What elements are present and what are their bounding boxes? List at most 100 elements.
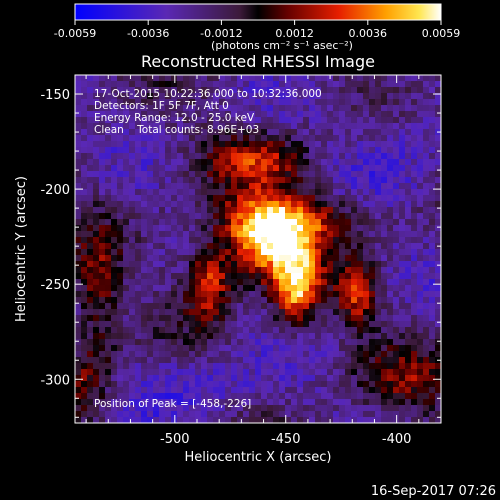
heatmap-cell [165,201,171,207]
heatmap-cell [201,183,207,189]
heatmap-cell [273,129,279,135]
heatmap-cell [243,267,249,273]
heatmap-cell [291,219,297,225]
heatmap-cell [249,345,255,351]
annotation-peak-position: Position of Peak = [-458,-226] [94,398,251,410]
heatmap-cell [105,219,111,225]
heatmap-cell [141,345,147,351]
heatmap-cell [225,171,231,177]
heatmap-cell [387,303,393,309]
heatmap-cell [243,411,249,417]
heatmap-cell [345,291,351,297]
heatmap-cell [387,99,393,105]
heatmap-cell [105,321,111,327]
heatmap-cell [153,345,159,351]
heatmap-cell [327,243,333,249]
heatmap-cell [399,105,405,111]
heatmap-cell [273,261,279,267]
heatmap-cell [201,291,207,297]
heatmap-cell [75,171,81,177]
heatmap-cell [237,81,243,87]
heatmap-cell [333,315,339,321]
heatmap-cell [81,351,87,357]
heatmap-cell [213,393,219,399]
heatmap-cell [75,159,81,165]
heatmap-cell [237,219,243,225]
heatmap-cell [147,273,153,279]
heatmap-cell [147,129,153,135]
heatmap-cell [435,93,441,99]
heatmap-cell [93,189,99,195]
heatmap-cell [207,111,213,117]
heatmap-cell [177,399,183,405]
heatmap-cell [351,309,357,315]
heatmap-cell [429,111,435,117]
heatmap-cell [417,111,423,117]
heatmap-cell [339,117,345,123]
heatmap-cell [135,381,141,387]
heatmap-cell [303,195,309,201]
heatmap-cell [369,285,375,291]
heatmap-cell [417,279,423,285]
heatmap-cell [375,219,381,225]
heatmap-cell [123,303,129,309]
heatmap-cell [345,363,351,369]
heatmap-cell [141,183,147,189]
heatmap-cell [111,111,117,117]
heatmap-cell [93,99,99,105]
heatmap-cell [75,363,81,369]
heatmap-cell [333,309,339,315]
heatmap-cell [93,333,99,339]
heatmap-cell [249,321,255,327]
heatmap-cell [327,87,333,93]
heatmap-cell [123,243,129,249]
heatmap-cell [123,345,129,351]
heatmap-cell [351,387,357,393]
heatmap-cell [75,375,81,381]
heatmap-cell [225,189,231,195]
heatmap-cell [159,333,165,339]
heatmap-cell [375,399,381,405]
heatmap-cell [117,207,123,213]
heatmap-cell [81,105,87,111]
heatmap-cell [381,381,387,387]
heatmap-cell [381,237,387,243]
heatmap-cell [345,225,351,231]
heatmap-cell [357,279,363,285]
heatmap-cell [369,363,375,369]
heatmap-cell [261,219,267,225]
heatmap-cell [273,141,279,147]
heatmap-cell [357,327,363,333]
heatmap-cell [81,189,87,195]
heatmap-cell [387,105,393,111]
heatmap-cell [291,303,297,309]
heatmap-cell [207,171,213,177]
heatmap-cell [219,207,225,213]
heatmap-cell [243,333,249,339]
heatmap-cell [87,183,93,189]
heatmap-cell [219,357,225,363]
heatmap-cell [369,417,375,423]
heatmap-cell [417,339,423,345]
heatmap-cell [333,267,339,273]
heatmap-cell [219,123,225,129]
heatmap-cell [249,393,255,399]
heatmap-cell [207,339,213,345]
heatmap-cell [261,255,267,261]
heatmap-cell [357,303,363,309]
heatmap-cell [219,351,225,357]
heatmap-cell [183,147,189,153]
heatmap-cell [291,291,297,297]
heatmap-cell [321,135,327,141]
heatmap-cell [153,315,159,321]
heatmap-cell [267,339,273,345]
heatmap-cell [261,183,267,189]
heatmap-cell [159,171,165,177]
heatmap-cell [405,411,411,417]
heatmap-cell [195,237,201,243]
heatmap-cell [87,291,93,297]
heatmap-cell [381,255,387,261]
heatmap-cell [387,135,393,141]
heatmap-cell [81,327,87,333]
heatmap-cell [363,159,369,165]
